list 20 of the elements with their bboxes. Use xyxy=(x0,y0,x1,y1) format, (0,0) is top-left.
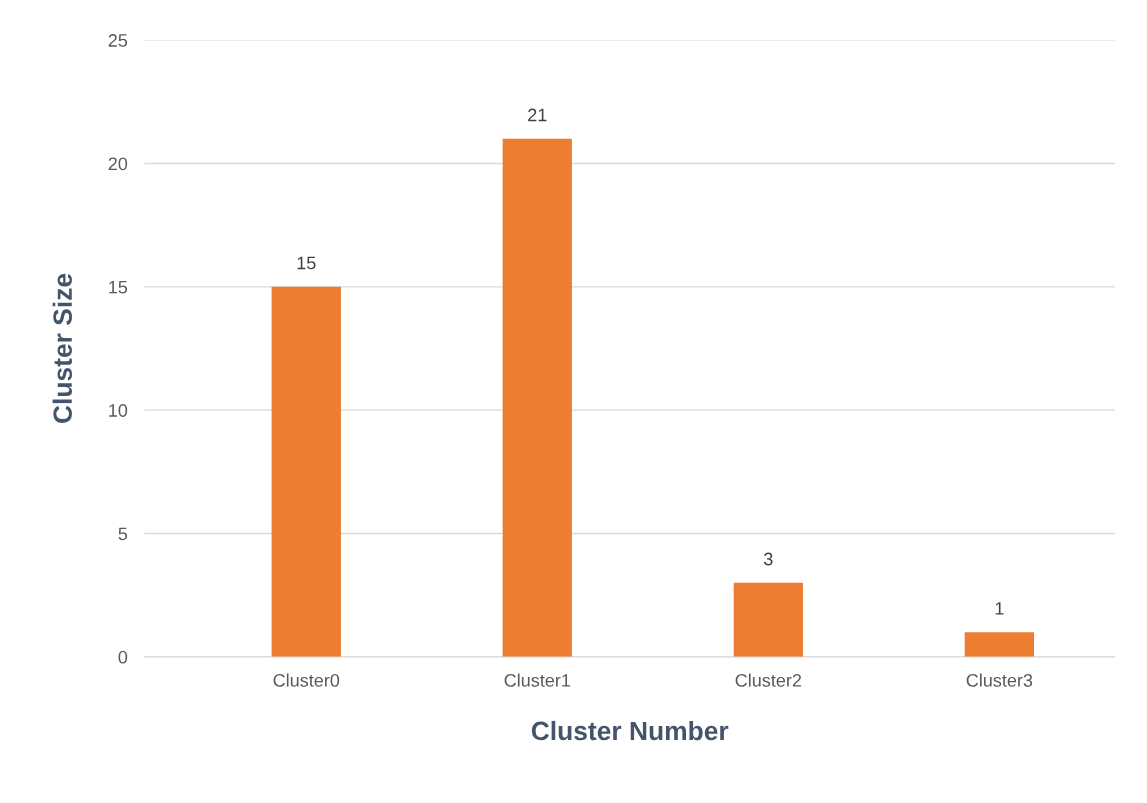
y-tick-label: 0 xyxy=(118,650,128,664)
x-tick-label: Cluster3 xyxy=(966,673,1033,687)
x-axis-title: Cluster Number xyxy=(531,720,729,741)
y-tick-label: 5 xyxy=(118,527,128,541)
y-tick-label: 10 xyxy=(109,404,128,417)
x-tick-label: Cluster1 xyxy=(504,673,571,687)
data-label: 21 xyxy=(528,108,547,122)
y-tick-label: 25 xyxy=(108,34,128,47)
data-label: 1 xyxy=(995,602,1004,615)
x-tick-label: Cluster2 xyxy=(735,673,802,687)
data-label: 15 xyxy=(297,256,316,270)
bar xyxy=(964,632,1035,657)
bar xyxy=(502,138,572,657)
bar xyxy=(271,286,341,657)
y-tick-label: 15 xyxy=(109,280,128,294)
bar xyxy=(733,582,803,657)
y-tick-label: 20 xyxy=(108,157,128,171)
data-label: 3 xyxy=(763,552,773,566)
x-tick-label: Cluster0 xyxy=(273,673,340,687)
y-axis-title: Cluster Size xyxy=(52,273,72,423)
